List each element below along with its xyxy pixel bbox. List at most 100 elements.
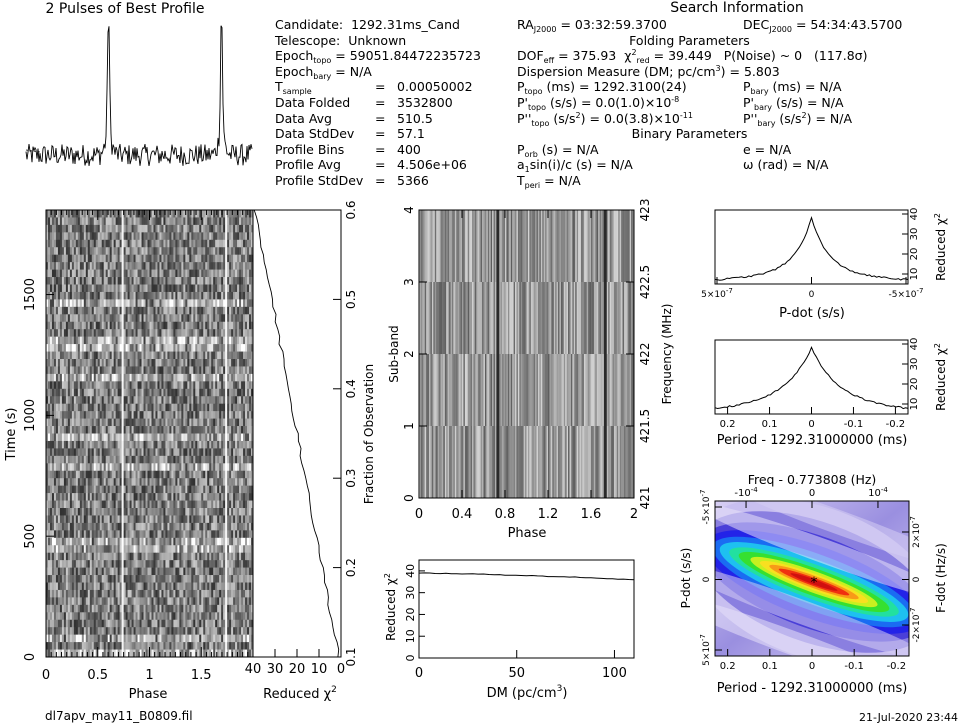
phase-time-cell — [51, 314, 55, 323]
phase-time-cell — [163, 515, 166, 524]
phase-time-cell — [145, 463, 148, 472]
phase-time-cell — [169, 224, 172, 233]
phase-time-cell — [159, 277, 162, 285]
phase-time-cell — [97, 403, 101, 412]
phase-time-cell — [217, 478, 220, 486]
phase-time-cell — [157, 418, 160, 427]
phase-time-cell — [219, 366, 222, 375]
phase-time-cell — [203, 217, 206, 226]
phase-time-cell — [231, 366, 234, 375]
phase-time-cell — [77, 351, 81, 360]
phase-time-cell — [65, 448, 69, 457]
phase-time-cell — [151, 440, 154, 449]
phase-time-cell — [145, 351, 148, 360]
phase-time-cell — [87, 381, 91, 390]
phase-time-cell — [123, 560, 126, 568]
phase-time-cell — [65, 411, 69, 419]
phase-time-cell — [149, 470, 152, 479]
phase-time-cell — [173, 440, 176, 449]
phase-time-cell — [211, 470, 214, 479]
phase-time-cell — [101, 515, 105, 524]
phase-time-cell — [137, 299, 140, 308]
phase-time-cell — [53, 418, 57, 427]
phase-time-cell — [161, 291, 164, 300]
phase-time-cell — [115, 411, 118, 419]
phase-time-cell — [203, 418, 206, 427]
phase-time-cell — [119, 500, 122, 509]
phase-time-cell — [51, 448, 55, 457]
phase-time-cell — [175, 552, 178, 561]
phase-time-cell — [109, 359, 112, 367]
phase-time-cell — [109, 232, 112, 241]
phase-time-cell — [115, 500, 118, 509]
phase-time-cell — [89, 426, 93, 434]
phase-time-cell — [65, 366, 69, 375]
phase-time-cell — [151, 560, 154, 568]
phase-time-cell — [91, 545, 95, 553]
phase-time-cell — [205, 515, 208, 524]
phase-time-cell — [47, 463, 51, 472]
phase-time-cell — [247, 560, 250, 568]
phase-time-cell — [251, 291, 253, 300]
phase-time-cell — [65, 455, 69, 464]
phase-time-cell — [91, 351, 95, 360]
phase-time-cell — [223, 448, 226, 457]
phase-time-cell — [121, 411, 124, 419]
phase-time-cell — [157, 336, 160, 345]
phase-time-cell — [203, 455, 206, 464]
phase-time-cell — [89, 470, 93, 479]
phase-time-cell — [249, 359, 252, 367]
phase-time-cell — [113, 537, 116, 546]
phase-time-cell — [161, 277, 164, 285]
phase-time-cell — [175, 277, 178, 285]
phase-time-cell — [249, 530, 252, 539]
phase-time-cell — [105, 210, 108, 218]
phase-time-cell — [201, 411, 204, 419]
phase-time-cell — [93, 373, 97, 382]
phase-time-cell — [219, 373, 222, 382]
phase-time-cell — [65, 381, 69, 390]
phase-time-cell — [51, 336, 55, 345]
phase-time-cell — [223, 284, 226, 293]
phase-time-cell — [103, 418, 107, 427]
phase-time-cell — [71, 344, 75, 352]
phase-time-cell — [79, 336, 83, 345]
phase-time-cell — [241, 485, 244, 494]
phase-time-cell — [175, 478, 178, 486]
phase-time-cell — [135, 381, 138, 390]
phase-time-cell — [187, 210, 190, 218]
phase-time-cell — [165, 224, 168, 233]
phase-time-cell — [161, 440, 164, 449]
phase-time-cell — [49, 299, 53, 308]
phase-time-cell — [89, 381, 93, 390]
phase-time-cell — [129, 329, 132, 337]
phase-time-cell — [201, 440, 204, 449]
phase-time-cell — [51, 418, 55, 427]
phase-time-cell — [111, 269, 114, 278]
phase-time-cell — [101, 373, 105, 382]
phase-time-cell — [73, 291, 77, 300]
phase-time-cell — [89, 254, 93, 263]
phase-time-cell — [91, 440, 95, 449]
phase-time-cell — [75, 366, 79, 375]
phase-time-cell — [133, 239, 136, 248]
phase-time-cell — [87, 344, 91, 352]
phase-time-cell — [181, 262, 184, 270]
phase-time-cell — [249, 329, 252, 337]
phase-time-cell — [71, 545, 75, 553]
phase-time-cell — [217, 418, 220, 427]
phase-time-cell — [151, 493, 154, 501]
phase-time-cell — [137, 515, 140, 524]
phase-time-cell — [79, 388, 83, 397]
phase-time-cell — [197, 433, 200, 442]
phase-time-cell — [227, 344, 230, 352]
phase-time-cell — [101, 217, 105, 226]
phase-time-cell — [127, 299, 130, 308]
phase-time-cell — [125, 336, 128, 345]
phase-time-cell — [149, 463, 152, 472]
phase-time-cell — [209, 463, 212, 472]
phase-time-cell — [153, 344, 156, 352]
phase-time-cell — [105, 381, 108, 390]
phase-time-cell — [187, 403, 190, 412]
phase-time-cell — [237, 314, 240, 323]
